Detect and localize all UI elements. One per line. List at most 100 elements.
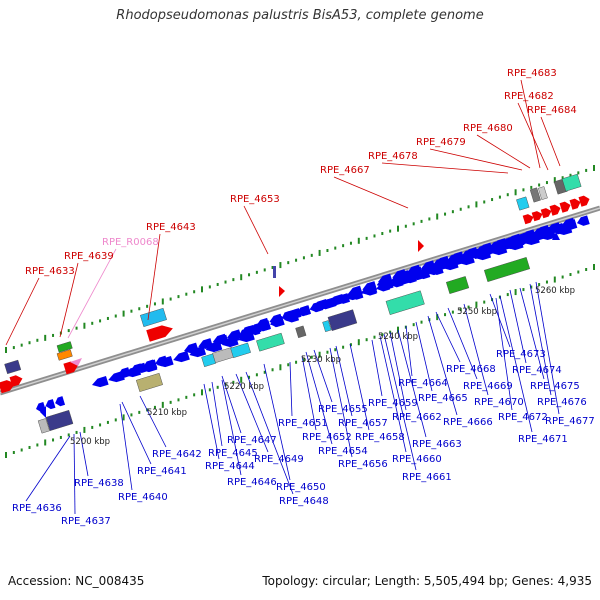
tick-mark bbox=[20, 343, 23, 347]
genome-title: Rhodopseudomonas palustris BisA53, compl… bbox=[116, 8, 484, 23]
label-leader bbox=[147, 233, 161, 321]
minus-gene-arrow bbox=[92, 375, 109, 388]
tick-mark bbox=[381, 333, 384, 337]
minus-gene-arrow-shape bbox=[524, 233, 535, 244]
minus-gene-arrow-shape bbox=[291, 308, 302, 319]
tick-mark bbox=[365, 338, 368, 342]
label-leader bbox=[211, 381, 223, 447]
scale-label: 5240 kbp bbox=[378, 332, 418, 342]
plus-gene-arrow bbox=[522, 214, 534, 225]
label-leader bbox=[79, 431, 89, 477]
label-leader bbox=[329, 347, 353, 458]
tick-mark bbox=[357, 339, 360, 346]
tick-mark bbox=[52, 333, 55, 337]
tick-mark bbox=[553, 276, 556, 283]
minus-gene-arrow-shape bbox=[146, 359, 158, 370]
gene-label-rpe_4649: RPE_4649 bbox=[254, 454, 304, 465]
tick-mark bbox=[248, 273, 251, 277]
minus-gene-arrow-shape bbox=[228, 331, 240, 342]
minus-gene-arrow bbox=[422, 262, 436, 274]
minus-gene-box-shape bbox=[322, 320, 332, 333]
minus-gene-arrow-shape bbox=[198, 338, 214, 350]
plus-gene-box-shape bbox=[561, 173, 582, 192]
tick-mark bbox=[67, 433, 70, 437]
genome-axis bbox=[0, 205, 600, 396]
gene-label-rpe_4667: RPE_4667 bbox=[320, 165, 370, 176]
gene-label-rpe_4675: RPE_4675 bbox=[530, 381, 580, 392]
minus-gene-arrow bbox=[543, 227, 554, 238]
minus-gene-arrow-shape bbox=[301, 305, 312, 316]
label-leader bbox=[349, 343, 370, 431]
minus-gene-box-shape bbox=[45, 409, 74, 431]
tick-mark bbox=[381, 232, 384, 236]
tick-mark bbox=[577, 171, 580, 175]
gene-label-rpe_4673: RPE_4673 bbox=[496, 349, 546, 360]
minus-gene-arrow bbox=[146, 359, 158, 370]
plus-gene-arrow bbox=[9, 375, 23, 387]
label-leader bbox=[263, 363, 291, 481]
minus-gene-arrow-shape bbox=[269, 313, 284, 325]
label-leader bbox=[313, 349, 333, 403]
minus-gene-arrow bbox=[514, 236, 525, 247]
plus-gene-box-shape bbox=[56, 349, 73, 361]
plus-gene-box-shape bbox=[139, 307, 167, 327]
tick-mark bbox=[44, 334, 47, 341]
minus-gene-arrow bbox=[432, 257, 447, 269]
scale-label: 5220 kbp bbox=[224, 382, 264, 392]
minus-gene-box-shape bbox=[37, 418, 50, 434]
label-leader bbox=[381, 162, 509, 174]
minus-gene-arrow-shape bbox=[552, 224, 563, 235]
plus-gene-box bbox=[4, 359, 22, 375]
gene-label-rpe_4636: RPE_4636 bbox=[12, 503, 62, 514]
label-leader bbox=[415, 321, 433, 392]
gene-label-rpe_4676: RPE_4676 bbox=[537, 397, 587, 408]
tick-mark bbox=[514, 189, 517, 196]
label-leader bbox=[535, 281, 560, 415]
plus-gene-arrow bbox=[540, 208, 552, 219]
tick-mark bbox=[459, 207, 462, 211]
label-leader bbox=[203, 383, 220, 460]
tick-mark bbox=[75, 326, 78, 330]
tick-mark bbox=[412, 222, 415, 226]
plus-gene-box bbox=[56, 341, 73, 353]
tick-mark bbox=[169, 297, 172, 301]
plus-gene-arrow bbox=[569, 198, 581, 210]
tick-mark bbox=[287, 363, 290, 367]
label-leader bbox=[73, 433, 76, 515]
label-leader bbox=[397, 329, 427, 438]
tick-mark bbox=[114, 314, 117, 318]
tick-mark bbox=[271, 265, 274, 269]
plus-gene-arrow bbox=[418, 240, 424, 252]
tick-mark bbox=[514, 289, 517, 296]
plus-gene-arrow-shape bbox=[63, 361, 79, 375]
scale-label: 5260 kbp bbox=[535, 286, 575, 296]
minus-gene-arrow-shape bbox=[189, 345, 207, 358]
minus-gene-arrow bbox=[533, 230, 544, 241]
tick-mark bbox=[545, 181, 548, 185]
minus-gene-box bbox=[45, 409, 74, 431]
tick-mark bbox=[52, 438, 55, 442]
minus-gene-arrow-shape bbox=[173, 350, 190, 363]
tick-mark bbox=[36, 443, 39, 447]
tick-mark bbox=[467, 205, 470, 209]
gene-label-rpe_4654: RPE_4654 bbox=[318, 446, 368, 457]
tick-mark bbox=[302, 358, 305, 362]
tick-mark bbox=[467, 305, 470, 309]
label-leader bbox=[305, 351, 333, 445]
tick-mark bbox=[5, 452, 7, 458]
tick-mark bbox=[318, 351, 321, 358]
minus-gene-arrow-shape bbox=[155, 355, 169, 367]
minus-gene-arrow-shape bbox=[490, 242, 503, 253]
label-leader bbox=[389, 331, 407, 411]
tick-mark bbox=[161, 298, 164, 305]
tick-mark bbox=[185, 292, 188, 296]
minus-gene-arrow bbox=[576, 215, 590, 226]
label-leader bbox=[379, 335, 407, 453]
gene-label-rpe_4658: RPE_4658 bbox=[355, 432, 405, 443]
minus-gene-arrow-shape bbox=[55, 396, 66, 407]
minus-gene-box-shape bbox=[135, 372, 163, 392]
tick-mark bbox=[444, 212, 447, 216]
plus-gene-arrow bbox=[549, 204, 561, 216]
tick-mark bbox=[561, 275, 564, 279]
tick-mark bbox=[373, 234, 376, 238]
